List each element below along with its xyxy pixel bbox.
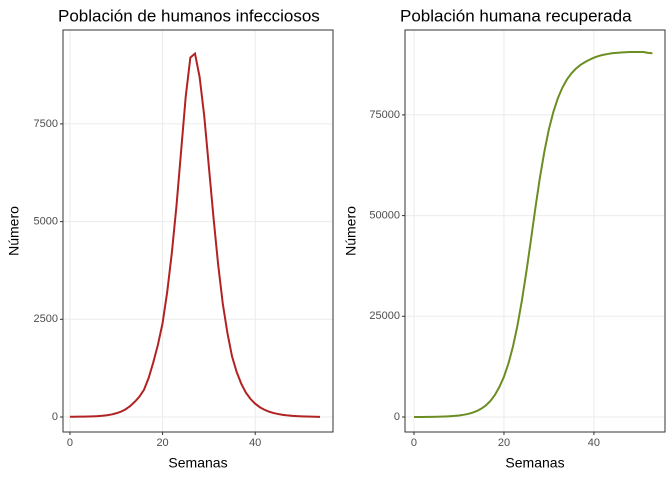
panel-border bbox=[404, 29, 666, 433]
y-tick-label: 0 bbox=[52, 411, 58, 423]
x-axis-title: Semanas bbox=[505, 455, 564, 471]
panel-border bbox=[62, 29, 334, 433]
y-axis-title: Número bbox=[6, 206, 22, 256]
chart-title: Población de humanos infecciosos bbox=[58, 6, 320, 25]
x-tick-label: 40 bbox=[249, 437, 261, 449]
y-axis-title: Número bbox=[343, 206, 359, 256]
x-tick-label: 40 bbox=[588, 437, 600, 449]
data-line bbox=[69, 51, 321, 418]
x-tick-label: 20 bbox=[156, 437, 168, 449]
y-tick-label: 25000 bbox=[369, 310, 400, 322]
y-tick-label: 7500 bbox=[34, 118, 58, 130]
data-line bbox=[413, 51, 653, 418]
y-tick-label: 2500 bbox=[34, 313, 58, 325]
y-tick-label: 75000 bbox=[369, 109, 400, 121]
x-tick-label: 20 bbox=[498, 437, 510, 449]
x-tick-label: 0 bbox=[411, 437, 417, 449]
x-axis-title: Semanas bbox=[168, 455, 227, 471]
y-tick-label: 5000 bbox=[34, 216, 58, 228]
y-tick-label: 0 bbox=[394, 411, 400, 423]
chart-title: Población humana recuperada bbox=[400, 6, 632, 25]
y-tick-label: 50000 bbox=[369, 210, 400, 222]
x-tick-label: 0 bbox=[67, 437, 73, 449]
